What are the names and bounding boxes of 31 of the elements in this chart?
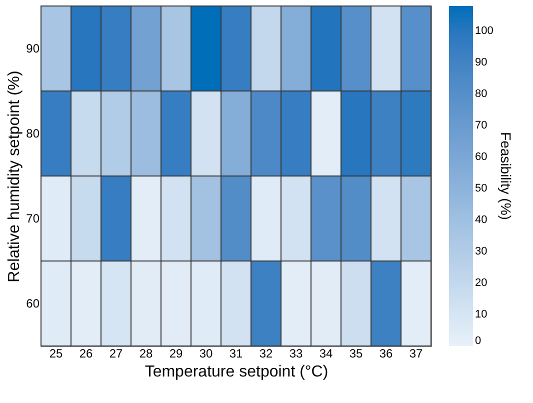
color-bar-label: 0: [475, 335, 482, 347]
x-tick-label: 31: [229, 346, 243, 360]
x-tick-label: 35: [349, 346, 363, 360]
x-tick-label: 30: [199, 346, 213, 360]
y-tick-label: 70: [26, 212, 40, 226]
color-bar-label: 10: [475, 308, 488, 321]
color-bar-label: 30: [475, 246, 488, 258]
x-tick-label: 32: [259, 346, 273, 360]
color-bar-label: 40: [475, 214, 488, 226]
x-tick-label: 29: [169, 346, 183, 360]
x-tick-label: 28: [139, 346, 153, 360]
y-tick-label: 90: [26, 42, 40, 56]
color-bar-title: Feasibility (%): [498, 132, 514, 220]
x-tick-label: 36: [379, 346, 393, 360]
x-tick-label: 33: [289, 346, 303, 360]
color-bar-label: 20: [475, 277, 488, 290]
x-tick-label: 25: [49, 346, 63, 360]
color-bar-label: 70: [475, 120, 488, 132]
x-tick-label: 27: [109, 346, 123, 360]
x-tick-label: 37: [409, 346, 423, 360]
y-tick-label: 60: [26, 296, 40, 310]
y-tick-label: 80: [26, 126, 40, 140]
color-bar-label: 60: [475, 151, 488, 164]
x-tick-label: 34: [319, 346, 333, 360]
x-axis-title: Temperature setpoint (°C): [144, 364, 328, 380]
color-bar-label: 100: [475, 25, 494, 38]
color-bar-label: 90: [475, 56, 488, 69]
y-axis-title: Relative humidity setpoint (%): [6, 70, 24, 282]
color-bar-label: 80: [475, 88, 488, 100]
x-tick-label: 26: [79, 346, 93, 360]
color-bar-label: 50: [475, 182, 488, 195]
